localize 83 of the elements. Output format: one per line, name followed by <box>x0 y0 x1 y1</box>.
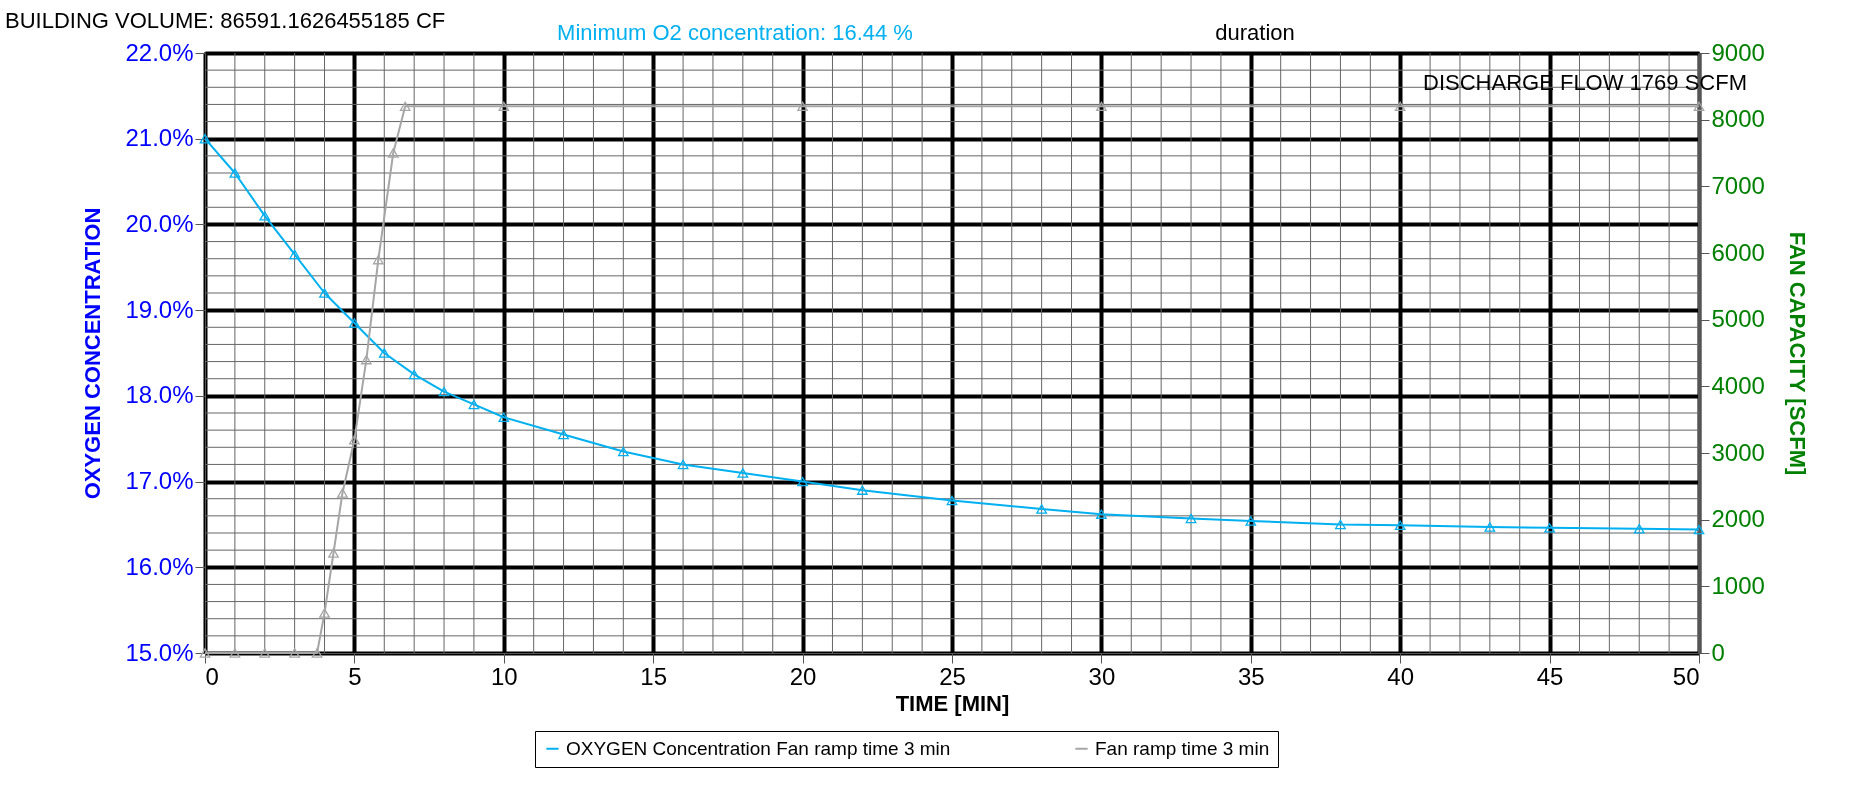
y2-tick-label: 8000 <box>1711 105 1765 133</box>
point <box>372 254 384 265</box>
point <box>468 399 480 410</box>
point <box>289 249 301 260</box>
point <box>1633 523 1645 534</box>
point <box>1245 516 1257 526</box>
point <box>311 648 323 658</box>
point <box>1096 509 1107 519</box>
y2-tick-label: 3000 <box>1711 438 1765 466</box>
point <box>349 318 360 328</box>
point <box>946 495 958 506</box>
point <box>856 485 868 495</box>
point <box>677 459 689 470</box>
point <box>399 101 411 112</box>
x-tick-label: 40 <box>1387 662 1415 690</box>
y-tick-label: 21.0% <box>125 124 194 152</box>
point <box>498 101 510 112</box>
x-tick-label: 10 <box>490 662 518 690</box>
point <box>360 354 372 365</box>
y2-tick-label: 0 <box>1711 638 1725 666</box>
point <box>737 468 749 478</box>
point <box>259 648 271 658</box>
point <box>259 211 271 221</box>
point <box>289 648 301 658</box>
x-tick-label: 0 <box>205 662 219 690</box>
legend-label: Fan ramp time 3 min <box>1095 737 1270 759</box>
point <box>349 434 360 445</box>
point <box>1693 101 1705 112</box>
y2-axis-title: FAN CAPACITY [SCFM] <box>1784 231 1810 476</box>
point <box>1484 522 1496 532</box>
x-tick-label: 45 <box>1536 662 1564 690</box>
point <box>199 648 211 658</box>
y2-tick-label: 2000 <box>1711 505 1765 533</box>
y2-tick-label: 6000 <box>1711 238 1765 266</box>
text: BUILDING VOLUME: 86591.1626455185 CF <box>5 8 446 33</box>
point <box>438 386 450 397</box>
y-tick-label: 22.0% <box>125 38 194 66</box>
y2-tick-label: 7000 <box>1711 171 1765 199</box>
point <box>1335 519 1346 530</box>
legend-label: OXYGEN Concentration Fan ramp time 3 min <box>566 737 951 759</box>
point <box>1544 523 1555 533</box>
y2-tick-label: 1000 <box>1711 571 1765 599</box>
x-tick-label: 25 <box>939 662 966 690</box>
point <box>319 608 330 618</box>
point <box>1185 513 1197 524</box>
point <box>408 369 420 380</box>
point <box>558 429 569 440</box>
y-tick-label: 17.0% <box>125 467 194 495</box>
x-tick-label: 20 <box>789 662 817 690</box>
x-tick-label: 30 <box>1088 662 1116 690</box>
point <box>617 446 629 457</box>
point <box>378 348 390 358</box>
point <box>797 476 808 487</box>
y2-tick-label: 5000 <box>1711 305 1765 333</box>
point <box>337 488 348 498</box>
y2-tick-label: 9000 <box>1711 38 1765 66</box>
y-tick-label: 15.0% <box>125 638 194 666</box>
point <box>199 133 211 144</box>
y-tick-label: 19.0% <box>125 295 194 323</box>
x-tick-label: 5 <box>348 662 362 690</box>
point <box>1096 101 1107 112</box>
point <box>1394 520 1406 531</box>
text: Minimum O2 concentration: 16.44 % <box>557 20 913 45</box>
y-tick-label: 20.0% <box>125 209 194 237</box>
point <box>328 548 339 558</box>
point <box>1693 524 1705 535</box>
y-axis-title: OXYGEN CONCENTRATION <box>80 207 106 500</box>
x-tick-label: 15 <box>640 662 668 690</box>
y2-tick-label: 4000 <box>1711 371 1765 399</box>
x-axis-title: TIME [MIN] <box>895 690 1010 716</box>
x-tick-label: 50 <box>1672 662 1700 690</box>
point <box>229 648 241 658</box>
point <box>1036 504 1048 514</box>
y-tick-label: 18.0% <box>125 381 194 409</box>
x-tick-label: 35 <box>1237 662 1265 690</box>
point <box>229 168 241 178</box>
point <box>1394 101 1406 112</box>
point <box>319 288 330 298</box>
point <box>797 101 808 112</box>
point <box>387 148 399 158</box>
text: duration <box>1215 20 1295 45</box>
point <box>498 412 510 423</box>
y-tick-label: 16.0% <box>125 552 194 580</box>
